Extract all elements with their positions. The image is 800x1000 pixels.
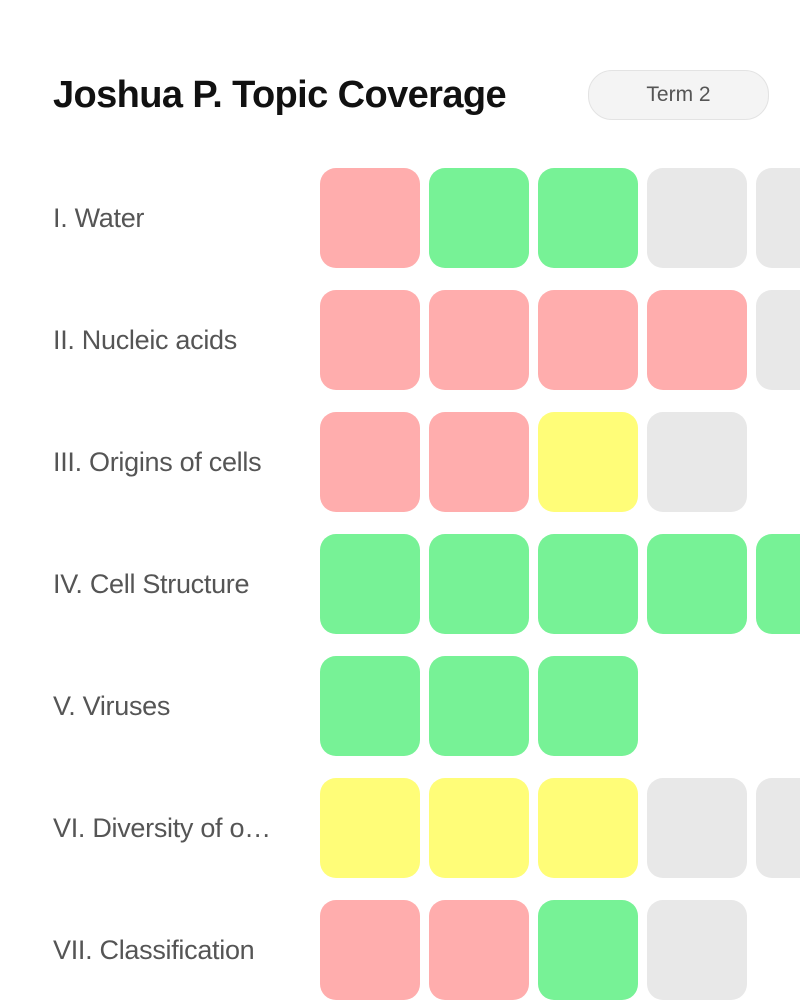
page-title: Joshua P. Topic Coverage xyxy=(53,74,507,116)
topic-label: VII. Classification xyxy=(53,935,255,965)
topic-row: VI. Diversity of organisms xyxy=(0,778,800,878)
coverage-cell-unassessed[interactable] xyxy=(756,168,800,268)
topic-label: V. Viruses xyxy=(53,691,171,721)
coverage-cell-strong[interactable] xyxy=(320,534,420,634)
coverage-cell-weak[interactable] xyxy=(429,290,529,390)
topic-cells xyxy=(320,656,800,756)
coverage-cell-partial[interactable] xyxy=(429,778,529,878)
topic-cells xyxy=(320,412,800,512)
topic-cells xyxy=(320,900,800,1000)
coverage-cell-weak[interactable] xyxy=(429,900,529,1000)
coverage-cell-weak[interactable] xyxy=(320,900,420,1000)
coverage-cell-partial[interactable] xyxy=(320,778,420,878)
topic-row: V. Viruses xyxy=(0,656,800,756)
topic-cells xyxy=(320,168,800,268)
topic-row: IV. Cell Structure xyxy=(0,534,800,634)
coverage-cell-partial[interactable] xyxy=(538,412,638,512)
coverage-cell-strong[interactable] xyxy=(538,168,638,268)
coverage-cell-strong[interactable] xyxy=(429,534,529,634)
topic-label: I. Water xyxy=(53,203,145,233)
coverage-cell-partial[interactable] xyxy=(538,778,638,878)
coverage-cell-strong[interactable] xyxy=(429,168,529,268)
coverage-cell-strong[interactable] xyxy=(538,656,638,756)
coverage-cell-weak[interactable] xyxy=(647,290,747,390)
coverage-cell-unassessed[interactable] xyxy=(756,290,800,390)
coverage-cell-unassessed[interactable] xyxy=(647,168,747,268)
coverage-cell-weak[interactable] xyxy=(538,290,638,390)
topic-cells xyxy=(320,534,800,634)
term-selector-button[interactable]: Term 2 xyxy=(588,70,769,120)
coverage-cell-strong[interactable] xyxy=(647,534,747,634)
coverage-cell-weak[interactable] xyxy=(429,412,529,512)
coverage-cell-unassessed[interactable] xyxy=(647,778,747,878)
topic-label: II. Nucleic acids xyxy=(53,325,237,355)
topic-row: III. Origins of cells xyxy=(0,412,800,512)
coverage-cell-unassessed[interactable] xyxy=(756,778,800,878)
topic-coverage-grid: I. Water II. Nucleic acids III. Origins of… xyxy=(0,168,800,1000)
topic-row: II. Nucleic acids xyxy=(0,290,800,390)
coverage-cell-weak[interactable] xyxy=(320,290,420,390)
coverage-cell-unassessed[interactable] xyxy=(647,900,747,1000)
topic-label: IV. Cell Structure xyxy=(53,569,250,599)
coverage-cell-weak[interactable] xyxy=(320,168,420,268)
topic-cells xyxy=(320,778,800,878)
coverage-cell-strong[interactable] xyxy=(538,534,638,634)
topic-row: I. Water xyxy=(0,168,800,268)
coverage-cell-unassessed[interactable] xyxy=(647,412,747,512)
topic-row: VII. Classification xyxy=(0,900,800,1000)
topic-label: III. Origins of cells xyxy=(53,447,262,477)
coverage-cell-strong[interactable] xyxy=(429,656,529,756)
coverage-cell-weak[interactable] xyxy=(320,412,420,512)
topic-cells xyxy=(320,290,800,390)
topic-label: VI. Diversity of organisms xyxy=(53,813,278,843)
coverage-cell-strong[interactable] xyxy=(538,900,638,1000)
coverage-cell-strong[interactable] xyxy=(756,534,800,634)
header: Joshua P. Topic Coverage Term 2 xyxy=(53,70,769,120)
coverage-cell-strong[interactable] xyxy=(320,656,420,756)
